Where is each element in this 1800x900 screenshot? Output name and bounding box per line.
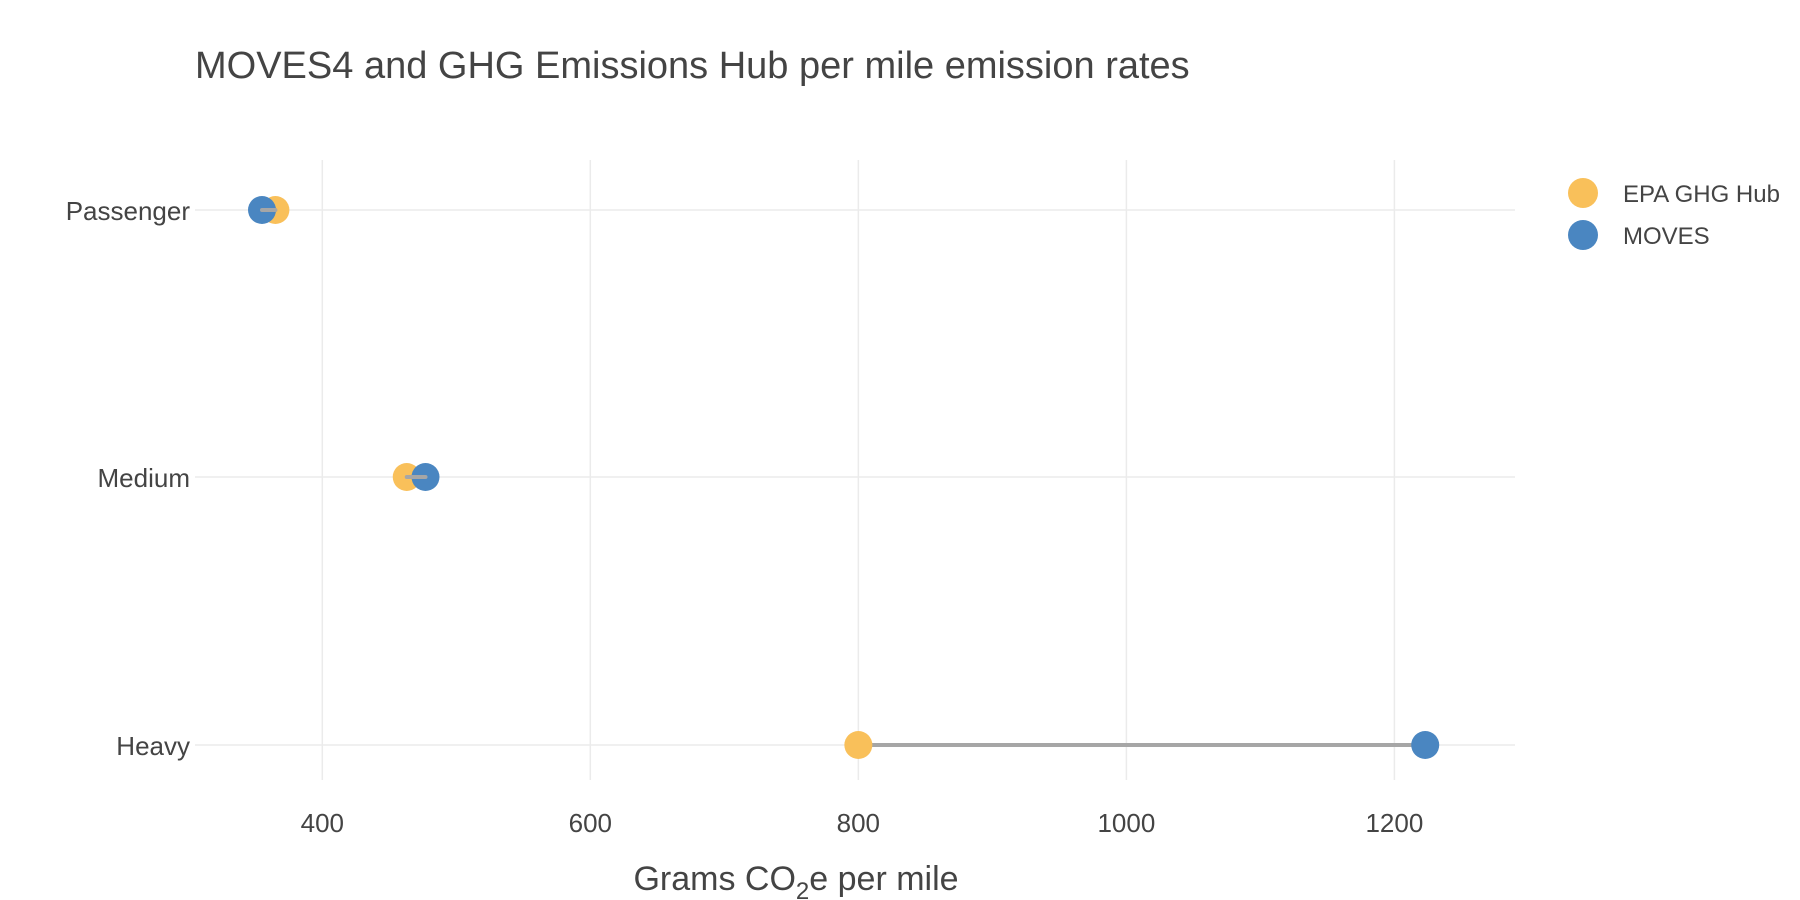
x-axis-title-prefix: Grams CO (633, 860, 795, 898)
legend-swatch (1568, 220, 1598, 250)
data-point (1411, 731, 1440, 759)
y-axis-tick-labels: Passenger Medium Heavy (66, 196, 191, 761)
legend-swatch (1568, 178, 1598, 208)
y-tick-label: Medium (98, 463, 190, 493)
chart-title: MOVES4 and GHG Emissions Hub per mile em… (195, 45, 1190, 87)
x-axis-title: Grams CO2e per mile (633, 860, 958, 900)
data-point (844, 731, 873, 759)
legend: EPA GHG Hub MOVES (1568, 178, 1780, 250)
grid-lines (195, 160, 1515, 780)
legend-label: EPA GHG Hub (1623, 181, 1780, 208)
x-tick-label: 600 (569, 808, 612, 838)
y-tick-label: Heavy (116, 731, 190, 761)
y-tick-label: Passenger (66, 196, 191, 226)
x-axis-title-subscript: 2 (796, 878, 809, 900)
x-axis-title-suffix: e per mile (809, 860, 958, 898)
data-points (248, 196, 1440, 759)
x-axis-tick-labels: 400 600 800 1000 1200 (301, 808, 1424, 838)
x-tick-label: 800 (837, 808, 880, 838)
x-tick-label: 1000 (1097, 808, 1155, 838)
x-tick-label: 1200 (1365, 808, 1423, 838)
legend-label: MOVES (1623, 223, 1710, 250)
x-tick-label: 400 (301, 808, 344, 838)
